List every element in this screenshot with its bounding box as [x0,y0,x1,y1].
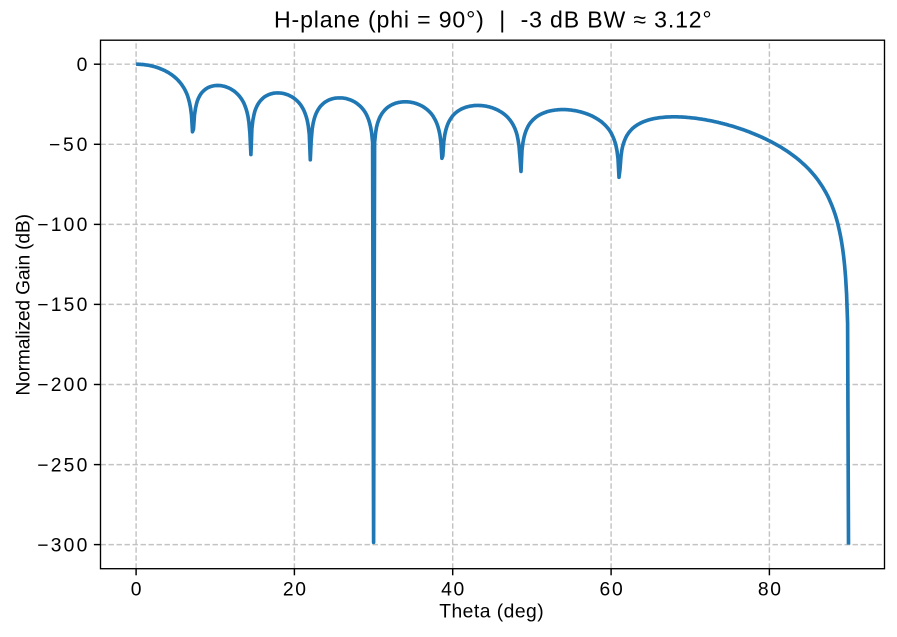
svg-text:80: 80 [758,579,783,600]
svg-text:40: 40 [441,579,466,600]
svg-text:60: 60 [600,579,625,600]
svg-text:−300: −300 [37,535,89,556]
svg-text:0: 0 [77,55,88,76]
svg-text:−250: −250 [37,455,89,476]
svg-text:0: 0 [131,579,142,600]
svg-text:H-plane (phi = 90°) | -3 dB: H-plane (phi = 90°) | -3 dB BW ≈ 3.12° [274,6,713,32]
svg-text:−50: −50 [49,135,90,156]
svg-text:Normalized Gain (dB): Normalized Gain (dB) [13,214,34,395]
svg-text:Theta (deg): Theta (deg) [439,602,544,623]
svg-text:20: 20 [283,579,308,600]
svg-text:−100: −100 [37,215,89,236]
svg-text:−200: −200 [37,375,89,396]
svg-text:−150: −150 [37,295,89,316]
